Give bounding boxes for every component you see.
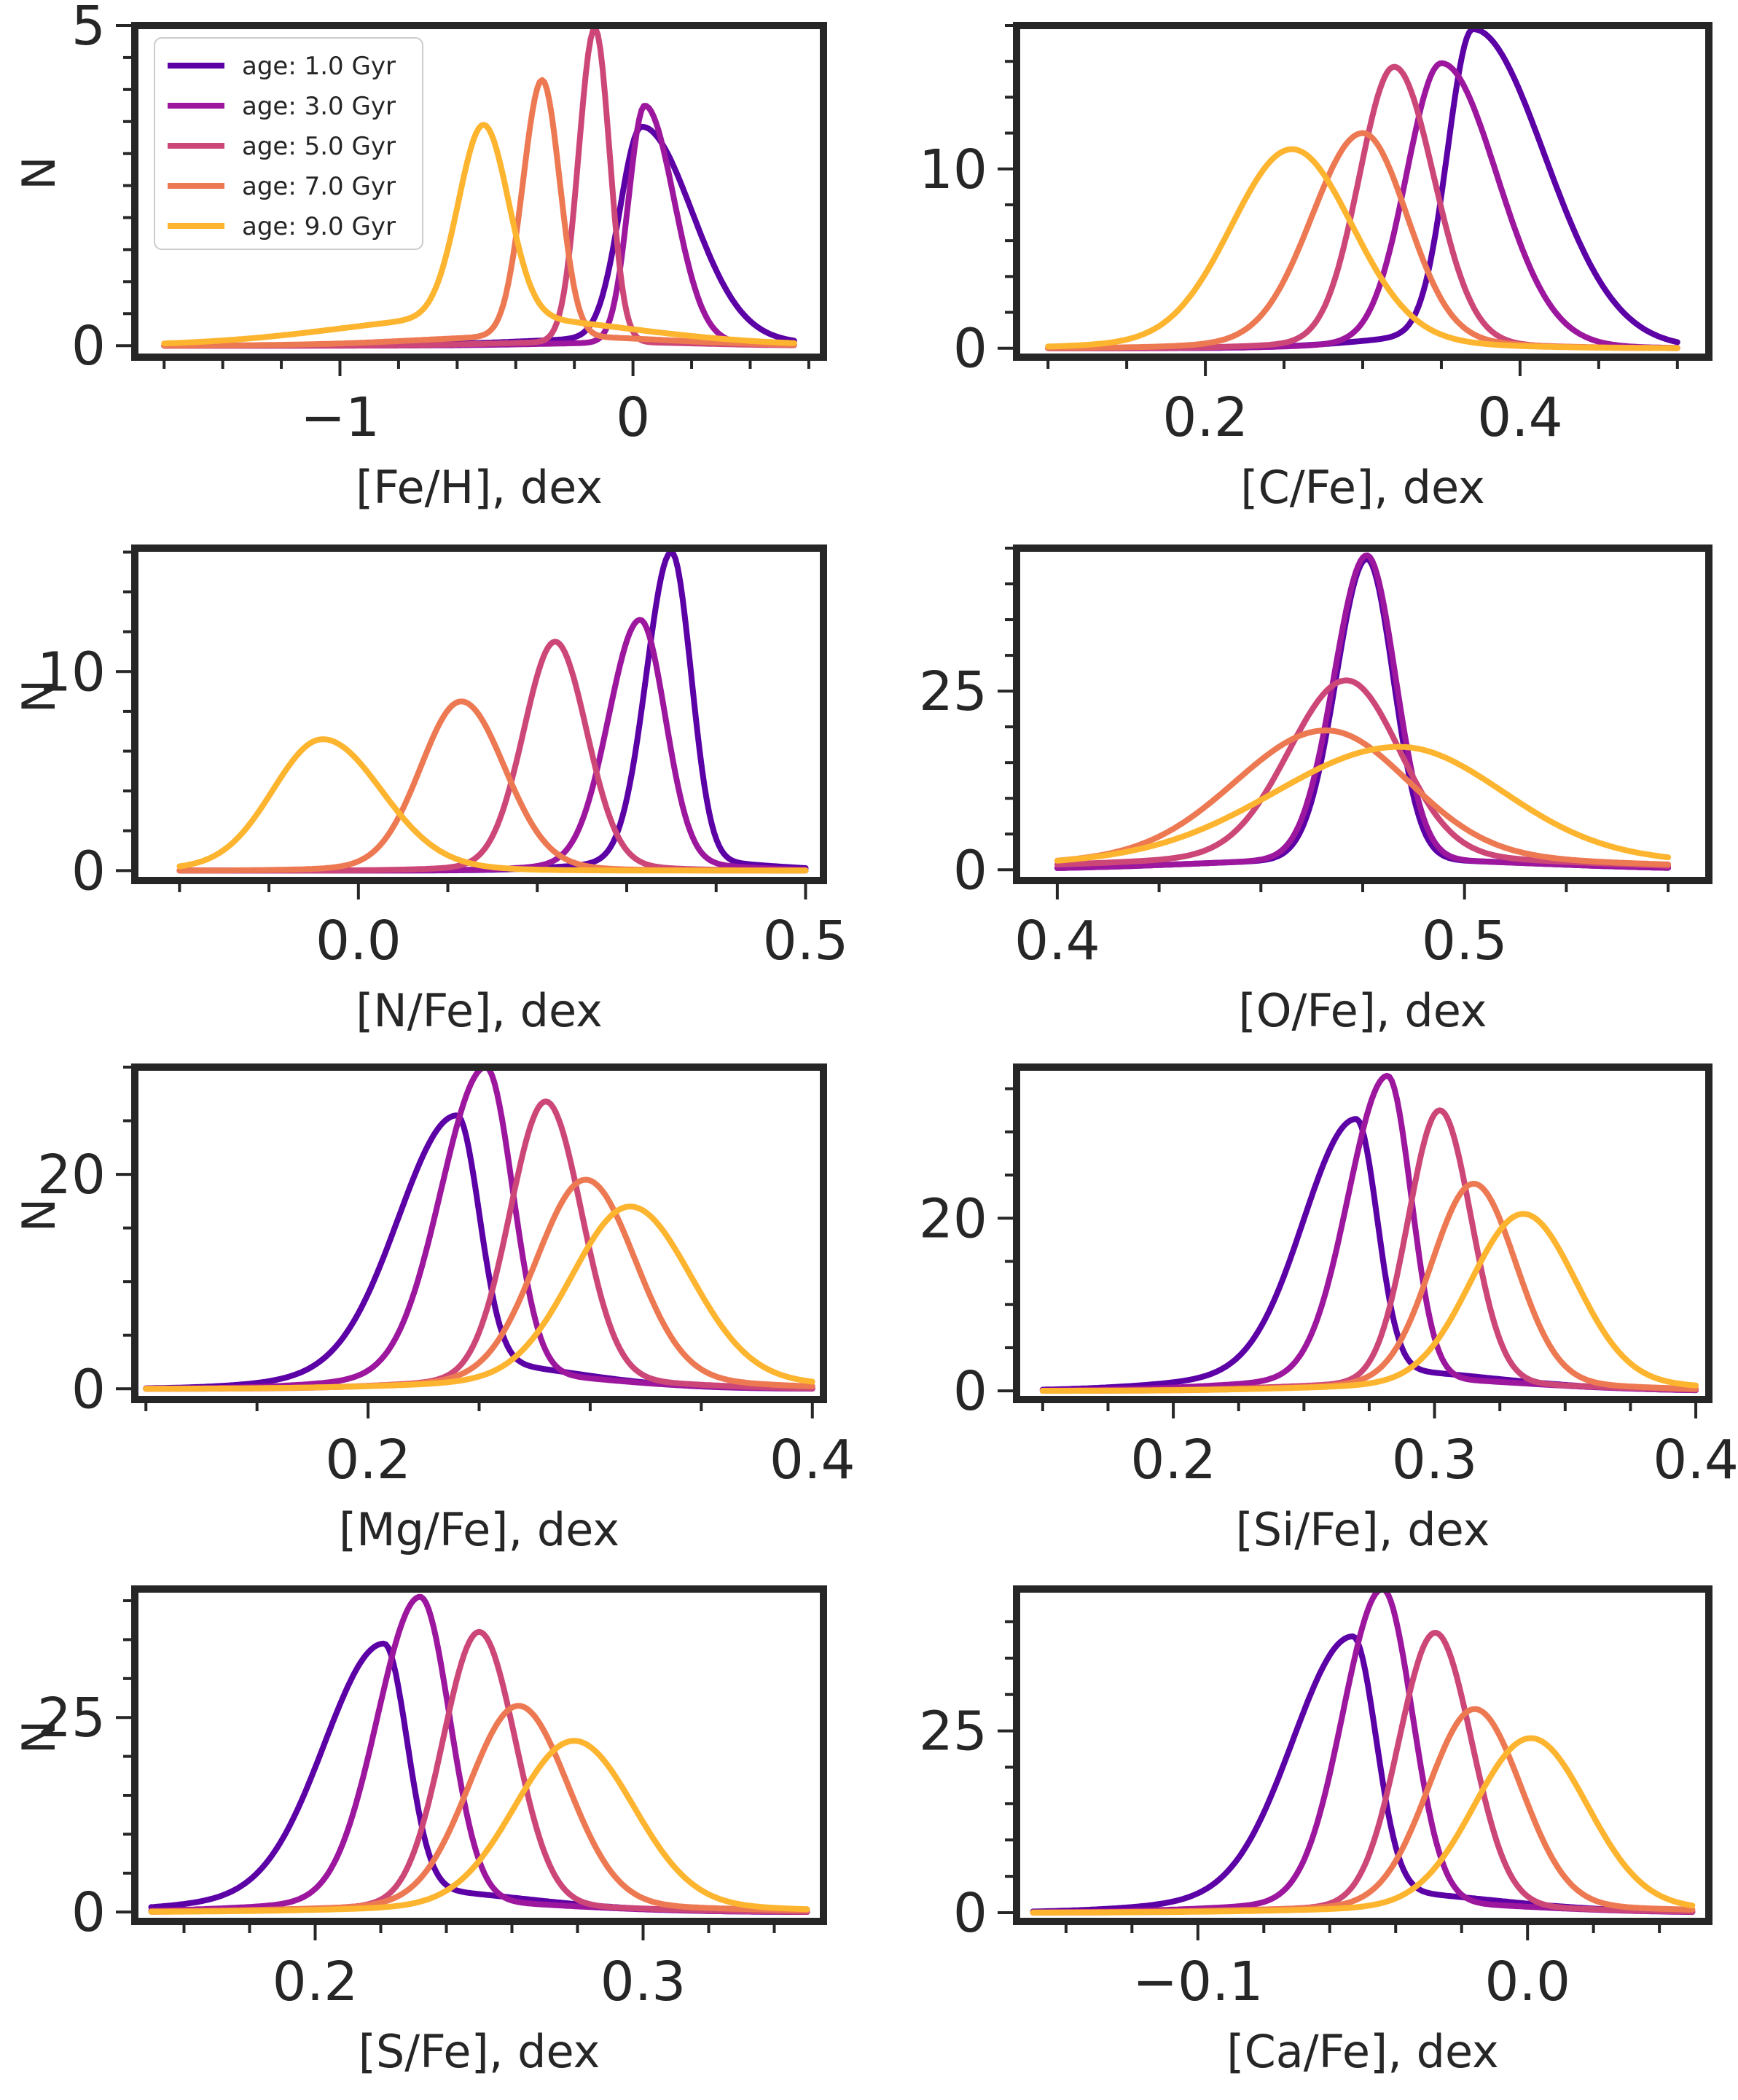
xtick-label-cafe: −0.1 bbox=[1132, 1951, 1264, 2013]
ytick-label-nfe: 10 bbox=[37, 641, 106, 703]
curve-nfe-series-4 bbox=[176, 736, 809, 874]
xlabel-sfe: [S/Fe], dex bbox=[359, 2025, 600, 2078]
panel-cfe: 0 10 0.2 0.4 [C/Fe], dex bbox=[919, 22, 1712, 514]
xtick-label-nfe: 0.0 bbox=[316, 910, 402, 972]
curve-sfe-series-2 bbox=[148, 1628, 810, 1915]
legend-entry-3: age: 7.0 Gyr bbox=[242, 172, 396, 201]
curve-ofe-series-4 bbox=[1054, 743, 1672, 864]
xtick-label-mgfe: 0.2 bbox=[325, 1429, 411, 1491]
xtick-label-sife: 0.4 bbox=[1653, 1429, 1738, 1491]
xtick-label-cfe: 0.2 bbox=[1162, 386, 1248, 449]
axes-frame-mgfe bbox=[131, 1063, 827, 1403]
curve-feh-series-4 bbox=[161, 122, 797, 347]
legend-entry-2: age: 5.0 Gyr bbox=[242, 132, 396, 161]
xlabel-ofe: [O/Fe], dex bbox=[1239, 984, 1487, 1037]
xtick-label-sife: 0.3 bbox=[1392, 1429, 1478, 1491]
ytick-label-cfe: 0 bbox=[953, 318, 987, 380]
panel-mgfe: 0 20 0.2 0.4 [Mg/Fe], dex N bbox=[12, 1063, 856, 1556]
legend-entry-1: age: 3.0 Gyr bbox=[242, 92, 396, 121]
ytick-label-sfe: 25 bbox=[37, 1687, 106, 1749]
xtick-label-sife: 0.2 bbox=[1130, 1429, 1216, 1491]
xtick-label-feh: 0 bbox=[616, 386, 650, 449]
panel-sife: 0 20 0.2 0.3 0.4 [Si/Fe], dex bbox=[919, 1063, 1738, 1556]
ytick-label-mgfe: 20 bbox=[37, 1144, 106, 1206]
xtick-label-mgfe: 0.4 bbox=[770, 1429, 856, 1491]
axes-frame-ofe bbox=[1013, 544, 1712, 884]
legend-entry-4: age: 9.0 Gyr bbox=[242, 212, 396, 241]
ytick-label-ofe: 25 bbox=[919, 660, 987, 723]
curve-nfe-series-0 bbox=[176, 549, 809, 874]
ytick-label-nfe: 0 bbox=[71, 840, 106, 902]
xlabel-mgfe: [Mg/Fe], dex bbox=[339, 1503, 619, 1556]
curve-cfe-series-2 bbox=[1045, 63, 1680, 351]
curve-cfe-series-0 bbox=[1045, 26, 1680, 351]
legend-entry-0: age: 1.0 Gyr bbox=[242, 52, 396, 81]
ytick-label-cafe: 0 bbox=[953, 1882, 987, 1945]
curve-mgfe-series-0 bbox=[143, 1112, 815, 1392]
curve-sife-series-0 bbox=[1039, 1116, 1699, 1394]
axes-frame-cafe bbox=[1013, 1585, 1712, 1925]
curve-cafe-series-4 bbox=[1030, 1735, 1696, 1916]
xlabel-cafe: [Ca/Fe], dex bbox=[1226, 2025, 1498, 2078]
curve-sife-series-4 bbox=[1039, 1211, 1699, 1394]
xlabel-feh: [Fe/H], dex bbox=[356, 461, 603, 514]
ytick-label-sfe: 0 bbox=[71, 1881, 106, 1944]
xlabel-cfe: [C/Fe], dex bbox=[1240, 461, 1485, 514]
xtick-label-cfe: 0.4 bbox=[1477, 386, 1563, 449]
axes-frame-feh bbox=[131, 22, 827, 361]
curve-mgfe-series-4 bbox=[143, 1203, 815, 1392]
ytick-label-cfe: 10 bbox=[919, 138, 987, 201]
panel-cafe: 0 25 −0.1 0.0 [Ca/Fe], dex bbox=[919, 1585, 1712, 2078]
curve-sfe-series-4 bbox=[148, 1738, 810, 1915]
curve-nfe-series-2 bbox=[176, 639, 809, 874]
curve-cafe-series-2 bbox=[1030, 1630, 1696, 1916]
ylabel-mgfe: N bbox=[12, 1198, 66, 1232]
legend: age: 1.0 Gyr age: 3.0 Gyr age: 5.0 Gyr age:… bbox=[154, 37, 423, 250]
ylabel-sfe: N bbox=[12, 1720, 66, 1754]
panel-sfe: 0 25 0.2 0.3[S/Fe], dex N bbox=[12, 1585, 827, 2078]
ytick-label-ofe: 0 bbox=[953, 839, 987, 902]
ytick-label-feh: 5 bbox=[71, 0, 106, 58]
xlabel-sife: [Si/Fe], dex bbox=[1236, 1503, 1490, 1556]
curve-sfe-series-0 bbox=[148, 1640, 810, 1915]
axes-frame-sife bbox=[1013, 1063, 1712, 1403]
xtick-label-sfe: 0.3 bbox=[600, 1951, 686, 2013]
xtick-label-cafe: 0.0 bbox=[1484, 1951, 1570, 2013]
ylabel-feh: N bbox=[12, 156, 66, 190]
ytick-label-cafe: 25 bbox=[919, 1701, 987, 1763]
xtick-label-ofe: 0.5 bbox=[1422, 910, 1508, 972]
axes-frame-nfe bbox=[131, 544, 827, 884]
panel-nfe: 0 10 0.0 0.5 [N/Fe], dex N bbox=[12, 544, 849, 1037]
panel-ofe: 0 25 0.4 0.5 [O/Fe], dex bbox=[919, 544, 1712, 1037]
legend-box bbox=[154, 37, 423, 250]
xtick-label-nfe: 0.5 bbox=[763, 910, 849, 972]
curve-feh-series-3 bbox=[161, 77, 797, 349]
axes-frame-sfe bbox=[131, 1585, 827, 1925]
ylabel-nfe: N bbox=[12, 679, 66, 713]
curve-ofe-series-3 bbox=[1054, 727, 1672, 867]
xlabel-nfe: [N/Fe], dex bbox=[356, 984, 603, 1037]
axes-frame-cfe bbox=[1013, 22, 1712, 361]
xtick-label-ofe: 0.4 bbox=[1014, 910, 1100, 972]
xtick-label-feh: −1 bbox=[300, 386, 380, 449]
ytick-label-sife: 0 bbox=[953, 1360, 987, 1423]
ytick-label-mgfe: 0 bbox=[71, 1358, 106, 1421]
curve-mgfe-series-2 bbox=[143, 1098, 815, 1392]
xtick-label-sfe: 0.2 bbox=[273, 1951, 359, 2013]
curve-sife-series-1 bbox=[1039, 1072, 1699, 1394]
curve-ofe-series-0 bbox=[1054, 555, 1672, 871]
curve-cfe-series-1 bbox=[1045, 60, 1680, 351]
curve-cfe-series-4 bbox=[1045, 146, 1680, 351]
ytick-label-feh: 0 bbox=[71, 315, 106, 378]
curve-ofe-series-1 bbox=[1054, 552, 1672, 871]
ytick-label-sife: 20 bbox=[919, 1187, 987, 1250]
